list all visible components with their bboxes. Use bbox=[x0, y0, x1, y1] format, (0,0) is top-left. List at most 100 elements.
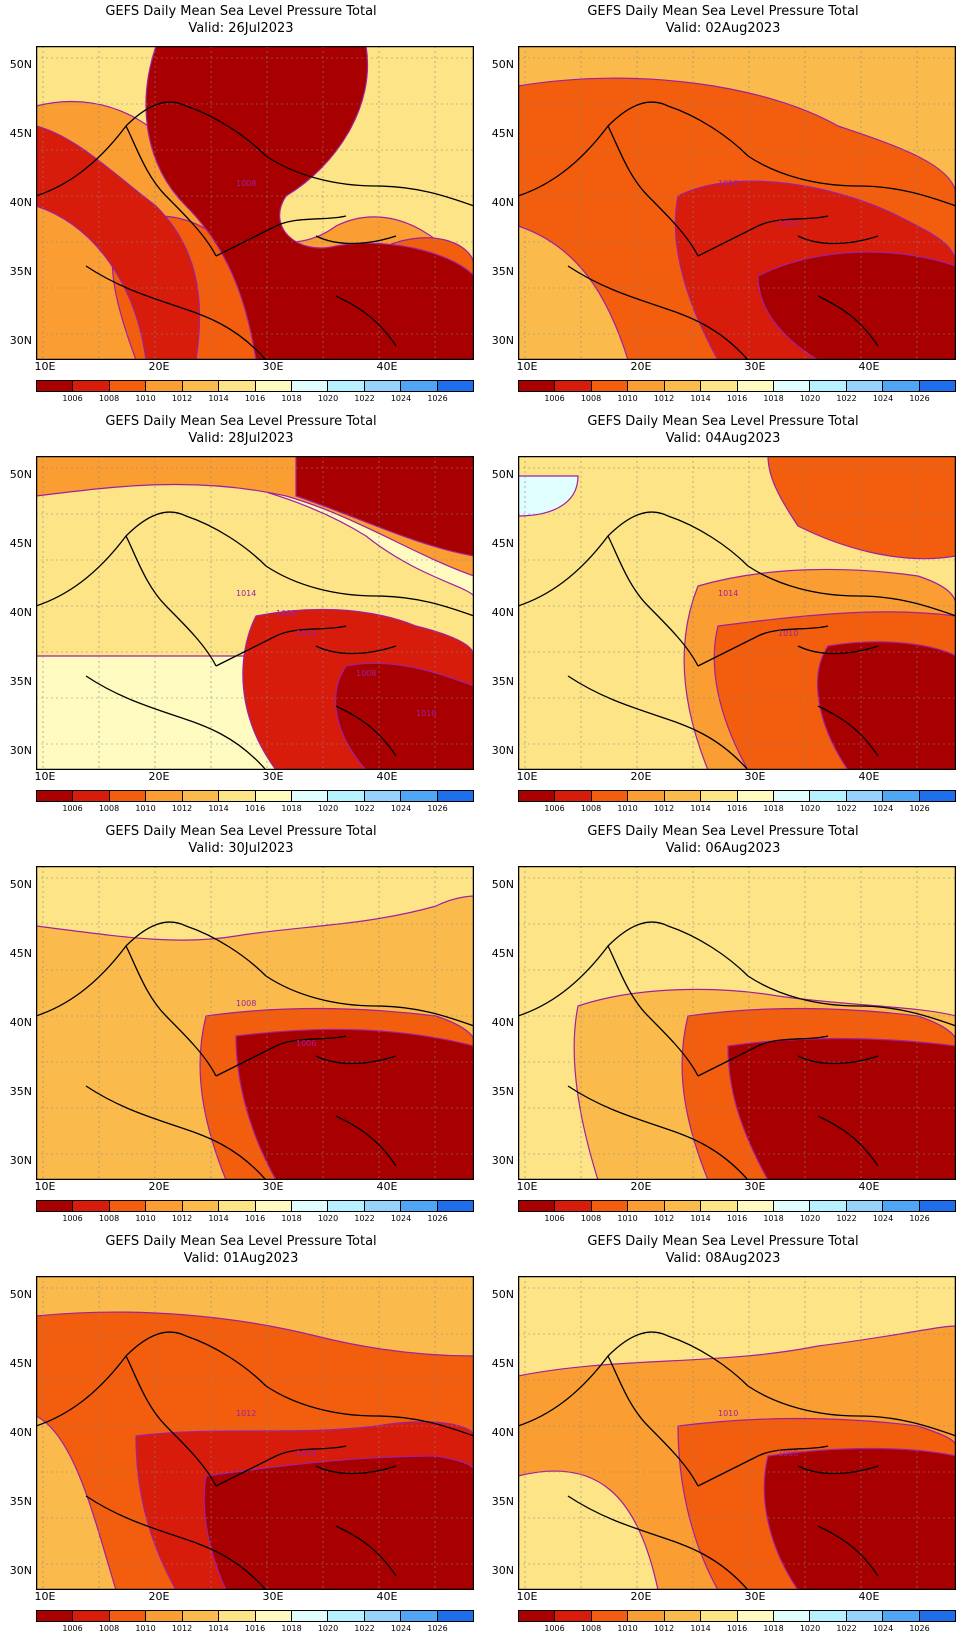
colorbar-level-label: 1024 bbox=[390, 394, 412, 403]
colorbar-swatch bbox=[291, 381, 329, 391]
colorbar-swatch bbox=[73, 1201, 110, 1211]
latitude-label: 45N bbox=[9, 537, 32, 550]
colorbar-swatch bbox=[701, 1201, 738, 1211]
colorbar-level-label: 1008 bbox=[580, 394, 602, 403]
pressure-contour-region bbox=[295, 456, 474, 557]
contour-label: 1014 bbox=[236, 589, 256, 598]
colorbar-swatch bbox=[846, 1201, 884, 1211]
colorbar-level-label: 1012 bbox=[171, 394, 193, 403]
colorbar-level-label: 1012 bbox=[171, 804, 193, 813]
panel-title: GEFS Daily Mean Sea Level Pressure Total bbox=[587, 824, 859, 839]
longitude-label: 20E bbox=[630, 360, 652, 373]
colorbar-level-label: 1026 bbox=[427, 394, 448, 403]
colorbar-level-label: 1006 bbox=[544, 394, 565, 403]
latitude-label: 50N bbox=[9, 58, 32, 71]
coastline bbox=[335, 1525, 397, 1577]
colorbar-swatch bbox=[846, 1611, 884, 1621]
map-canvas: 1008 bbox=[36, 46, 474, 360]
coastline bbox=[125, 945, 217, 1077]
contour-label: 1010 bbox=[718, 179, 738, 188]
colorbar-labels: 1006 1008 1010 1012 1014 1016 1018 1020 1022 1024… bbox=[36, 1214, 474, 1226]
colorbar bbox=[36, 380, 474, 392]
panel-title: GEFS Daily Mean Sea Level Pressure Total bbox=[105, 414, 377, 429]
colorbar-swatch bbox=[701, 791, 738, 801]
latitude-label: 40N bbox=[491, 1426, 514, 1439]
map-panel: GEFS Daily Mean Sea Level Pressure Total… bbox=[482, 1230, 964, 1640]
colorbar-swatch bbox=[919, 1611, 956, 1621]
contour-label: 1010 bbox=[296, 1449, 316, 1458]
colorbar-swatch bbox=[628, 791, 665, 801]
coastline bbox=[747, 155, 956, 207]
colorbar-swatch bbox=[519, 791, 556, 801]
coastline bbox=[817, 1525, 879, 1577]
colorbar-level-label: 1010 bbox=[617, 1214, 638, 1223]
colorbar-swatch bbox=[773, 381, 811, 391]
latitude-label: 45N bbox=[491, 947, 514, 960]
map-canvas: 1010 1008 bbox=[518, 1276, 956, 1590]
colorbar-swatch bbox=[519, 1611, 556, 1621]
colorbar-swatch bbox=[219, 1201, 256, 1211]
latitude-label: 45N bbox=[9, 127, 32, 140]
contour-label: 1012 bbox=[236, 1409, 256, 1418]
coastline bbox=[607, 1355, 699, 1487]
colorbar-swatch bbox=[73, 381, 110, 391]
pressure-contour-region bbox=[817, 641, 956, 770]
coastline bbox=[667, 515, 749, 567]
colorbar-swatch bbox=[401, 1201, 438, 1211]
colorbar-level-label: 1026 bbox=[909, 394, 930, 403]
colorbar-level-label: 1006 bbox=[544, 804, 565, 813]
longitude-label: 40E bbox=[858, 1590, 880, 1603]
colorbar-swatch bbox=[555, 791, 592, 801]
colorbar-labels: 1006 1008 1010 1012 1014 1016 1018 1020 1022 1024… bbox=[518, 394, 956, 406]
colorbar-swatch bbox=[37, 381, 74, 391]
coastline bbox=[797, 645, 879, 655]
colorbar-swatch bbox=[846, 791, 884, 801]
colorbar-level-label: 1018 bbox=[763, 1624, 784, 1633]
coastline bbox=[697, 215, 829, 257]
map-canvas bbox=[518, 866, 956, 1180]
colorbar-level-label: 1008 bbox=[580, 1624, 602, 1633]
colorbar-level-label: 1016 bbox=[726, 1624, 748, 1633]
colorbar-swatch bbox=[437, 791, 474, 801]
latitude-label: 30N bbox=[491, 1564, 514, 1577]
latitude-label: 35N bbox=[9, 675, 32, 688]
colorbar-labels: 1006 1008 1010 1012 1014 1016 1018 1020 1022 1024… bbox=[518, 1624, 956, 1636]
colorbar-level-label: 1008 bbox=[98, 804, 120, 813]
latitude-label: 30N bbox=[491, 1154, 514, 1167]
contour-label: 1010 bbox=[778, 219, 798, 228]
colorbar-level-label: 1014 bbox=[208, 804, 229, 813]
panel-valid-date: Valid: 08Aug2023 bbox=[665, 1251, 781, 1266]
coastline bbox=[797, 235, 879, 245]
colorbar-swatch bbox=[737, 381, 774, 391]
coastline bbox=[85, 265, 267, 360]
colorbar bbox=[36, 1200, 474, 1212]
contour-label: 1006 bbox=[296, 1039, 316, 1048]
colorbar-swatch bbox=[291, 1611, 329, 1621]
colorbar bbox=[518, 1610, 956, 1622]
colorbar-level-label: 1008 bbox=[98, 1624, 120, 1633]
colorbar-swatch bbox=[364, 791, 402, 801]
longitude-label: 30E bbox=[262, 360, 284, 373]
colorbar-swatch bbox=[773, 791, 811, 801]
colorbar-level-label: 1026 bbox=[909, 1624, 930, 1633]
coastline bbox=[747, 975, 956, 1027]
map-canvas: 1014 1010 1008 1010 1008 bbox=[36, 456, 474, 770]
colorbar-swatch bbox=[591, 1611, 629, 1621]
latitude-label: 40N bbox=[491, 1016, 514, 1029]
colorbar-level-label: 1012 bbox=[171, 1214, 193, 1223]
colorbar-level-label: 1014 bbox=[690, 1214, 711, 1223]
coastline bbox=[185, 925, 267, 977]
colorbar-swatch bbox=[37, 791, 74, 801]
map-canvas: 1014 1010 bbox=[518, 456, 956, 770]
colorbar-level-label: 1024 bbox=[390, 804, 412, 813]
coastline bbox=[567, 1495, 749, 1590]
panel-title: GEFS Daily Mean Sea Level Pressure Total bbox=[105, 1234, 377, 1249]
contour-label: 1008 bbox=[276, 609, 296, 618]
colorbar-level-label: 1014 bbox=[208, 1214, 229, 1223]
colorbar-swatch bbox=[291, 1201, 329, 1211]
longitude-label: 40E bbox=[376, 770, 398, 783]
colorbar-swatch bbox=[109, 1201, 147, 1211]
map-frame bbox=[518, 46, 956, 360]
colorbar-swatch bbox=[810, 381, 847, 391]
colorbar-level-label: 1010 bbox=[135, 1624, 156, 1633]
